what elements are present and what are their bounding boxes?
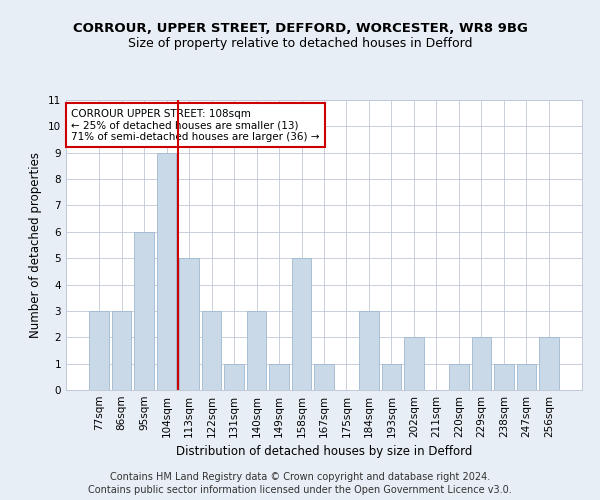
Text: Contains HM Land Registry data © Crown copyright and database right 2024.: Contains HM Land Registry data © Crown c… xyxy=(110,472,490,482)
Bar xyxy=(404,338,424,390)
Bar xyxy=(134,232,154,390)
Text: CORROUR, UPPER STREET, DEFFORD, WORCESTER, WR8 9BG: CORROUR, UPPER STREET, DEFFORD, WORCESTE… xyxy=(73,22,527,36)
Bar xyxy=(179,258,199,390)
Bar xyxy=(314,364,334,390)
Bar xyxy=(382,364,401,390)
Bar xyxy=(449,364,469,390)
X-axis label: Distribution of detached houses by size in Defford: Distribution of detached houses by size … xyxy=(176,446,472,458)
Bar xyxy=(539,338,559,390)
Y-axis label: Number of detached properties: Number of detached properties xyxy=(29,152,43,338)
Bar xyxy=(269,364,289,390)
Text: CORROUR UPPER STREET: 108sqm
← 25% of detached houses are smaller (13)
71% of se: CORROUR UPPER STREET: 108sqm ← 25% of de… xyxy=(71,108,320,142)
Bar xyxy=(359,311,379,390)
Bar xyxy=(472,338,491,390)
Bar xyxy=(224,364,244,390)
Bar xyxy=(494,364,514,390)
Bar xyxy=(517,364,536,390)
Bar xyxy=(202,311,221,390)
Bar xyxy=(89,311,109,390)
Bar xyxy=(157,152,176,390)
Bar xyxy=(292,258,311,390)
Bar xyxy=(112,311,131,390)
Text: Size of property relative to detached houses in Defford: Size of property relative to detached ho… xyxy=(128,38,472,51)
Bar xyxy=(247,311,266,390)
Text: Contains public sector information licensed under the Open Government Licence v3: Contains public sector information licen… xyxy=(88,485,512,495)
